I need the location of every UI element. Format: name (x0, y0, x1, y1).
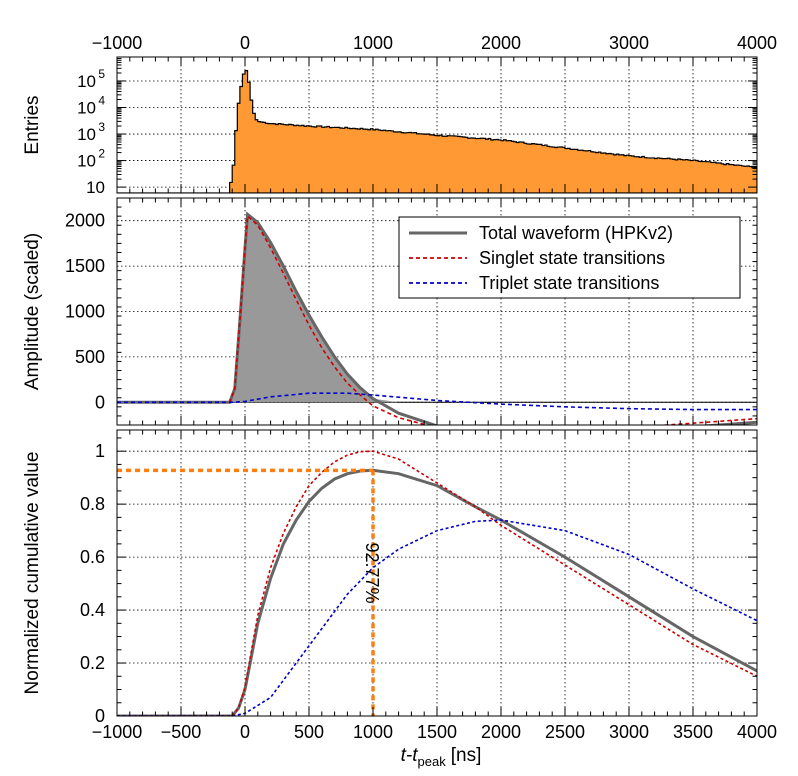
bottom-y-tick-label: 0.4 (80, 600, 105, 620)
x-tick-label: 0 (240, 722, 250, 742)
x-tick-label: 2000 (481, 722, 521, 742)
legend-label: Total waveform (HPKv2) (479, 223, 673, 243)
x-tick-label: 1000 (353, 722, 393, 742)
top-x-tick-label: 0 (240, 33, 250, 53)
mid-y-tick-label: 500 (75, 347, 105, 367)
waveform-lines (117, 211, 757, 425)
x-axis-title-sub: peak (418, 754, 447, 769)
x-tick-label: 3000 (609, 722, 649, 742)
cumulative-line-2 (117, 519, 757, 716)
top-y-tick-label: 10 (77, 152, 96, 171)
x-axis-title: t-tpeak [ns] (401, 745, 482, 769)
series-line-2 (117, 392, 757, 411)
top-x-tick-label: 1000 (353, 33, 393, 53)
x-tick-label: −500 (161, 722, 202, 742)
mid-y-tick-label: 1000 (65, 302, 105, 322)
top-x-tick-label: 3000 (609, 33, 649, 53)
x-tick-label: 3500 (673, 722, 713, 742)
histogram (117, 70, 757, 193)
mid-y-tick-label: 0 (95, 392, 105, 412)
top-y-tick-label: 10 (77, 99, 96, 118)
cumulative-lines (117, 450, 757, 716)
annotation-label: 92.77% (362, 542, 382, 603)
bottom-y-axis-title: Normalized cumulative value (22, 452, 43, 695)
top-x-tick-label: −1000 (92, 33, 143, 53)
bottom-y-tick-label: 0.6 (80, 547, 105, 567)
middle-y-axis-title: Amplitude (scaled) (22, 233, 43, 390)
top-y-tick-label: 10 (77, 72, 96, 91)
top-y-tick-label: 10 (77, 125, 96, 144)
x-tick-label: 500 (294, 722, 324, 742)
x-tick-label: 4000 (737, 722, 777, 742)
legend-label: Singlet state transitions (479, 248, 665, 268)
waveform-fill (117, 214, 757, 403)
series-line-0 (117, 211, 757, 425)
x-tick-label: 1500 (417, 722, 457, 742)
top-y-axis-title: Entries (22, 95, 43, 154)
x-axis-title-unit: [ns] (451, 745, 482, 766)
x-tick-label: 2500 (545, 722, 585, 742)
histogram-bars (117, 70, 757, 193)
bottom-y-tick-label: 0.8 (80, 494, 105, 514)
top-y-tick-exponent: 2 (98, 147, 105, 161)
legend-label: Triplet state transitions (479, 273, 659, 293)
cumulative-line-1 (117, 450, 757, 716)
series-line-1 (117, 214, 757, 425)
top-y-tick-exponent: 5 (98, 67, 105, 81)
top-y-tick-exponent: 4 (98, 94, 105, 108)
mid-y-tick-label: 1500 (65, 256, 105, 276)
bottom-y-tick-label: 0.2 (80, 653, 105, 673)
cumulative-line-0 (117, 468, 757, 716)
top-x-tick-label: 2000 (481, 33, 521, 53)
panel-frame (116, 429, 758, 717)
top-y-tick-label: 10 (86, 178, 105, 197)
top-y-tick-exponent: 3 (98, 120, 105, 134)
x-tick-label: −1000 (92, 722, 143, 742)
bottom-y-tick-label: 1 (95, 441, 105, 461)
mid-y-tick-label: 2000 (65, 211, 105, 231)
x-axis-title-main: t-t (401, 745, 419, 766)
legend-box (398, 216, 741, 299)
top-x-tick-label: 4000 (737, 33, 777, 53)
bottom-y-tick-label: 0 (95, 706, 105, 726)
